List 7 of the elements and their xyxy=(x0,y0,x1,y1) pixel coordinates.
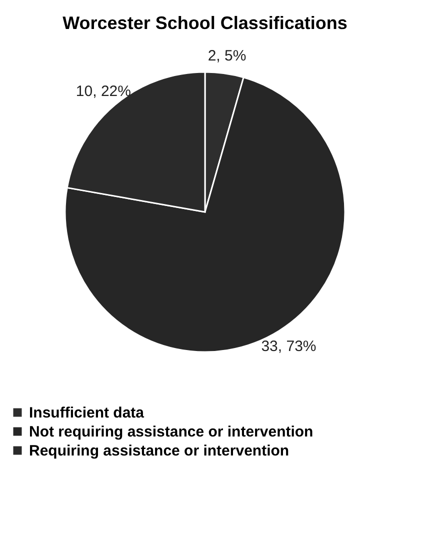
data-label: 2, 5% xyxy=(208,48,246,65)
chart-title: Worcester School Classifications xyxy=(62,13,348,33)
legend-label: Requiring assistance or intervention xyxy=(29,442,290,460)
legend-label: Insufficient data xyxy=(29,404,145,422)
data-label: 33, 73% xyxy=(261,338,316,355)
legend-label: Not requiring assistance or intervention xyxy=(29,424,314,440)
data-label: 10, 22% xyxy=(76,82,131,100)
